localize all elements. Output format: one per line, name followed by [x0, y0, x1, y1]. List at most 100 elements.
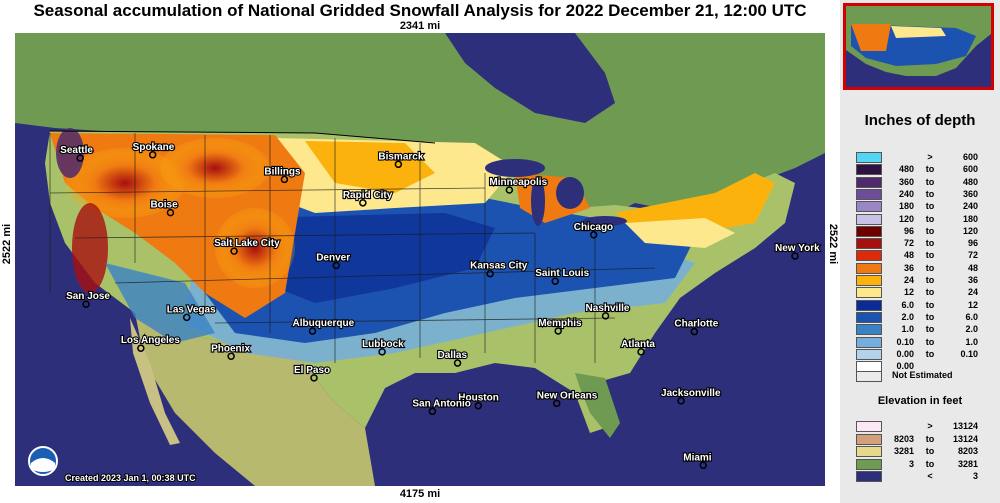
- elevation-swatch: [856, 471, 882, 482]
- legend-swatch: [856, 225, 882, 237]
- legend-row: 480 to 600: [856, 164, 986, 176]
- city-label: Chicago: [574, 222, 613, 233]
- legend-swatch: [856, 201, 882, 213]
- city-marker[interactable]: Albuquerque: [291, 317, 356, 335]
- legend-sep-label: to: [925, 250, 935, 261]
- elevation-hi-label: 8203: [957, 446, 978, 456]
- city-marker[interactable]: Billings: [263, 165, 302, 184]
- city-marker[interactable]: Kansas City: [469, 260, 529, 278]
- city-dot: [791, 252, 799, 260]
- city-label: Lubbock: [362, 339, 404, 350]
- city-marker[interactable]: Atlanta: [620, 338, 657, 356]
- elevation-sep-label: <: [927, 471, 933, 481]
- snowfall-map[interactable]: Seattle Spokane Boise Billings Bismarck Rapid…: [15, 33, 825, 486]
- city-marker[interactable]: Salt Lake City: [213, 237, 281, 255]
- city-label: Denver: [316, 252, 350, 263]
- city-marker[interactable]: Phoenix: [210, 342, 252, 361]
- not-estimated-key: Not Estimated: [856, 370, 996, 383]
- city-marker[interactable]: Houston: [457, 392, 500, 410]
- snow-orange-plains: [305, 141, 435, 193]
- city-label: Minneapolis: [489, 177, 547, 188]
- legend-sep-label: >: [927, 152, 933, 162]
- legend-row: 6.0 to 12: [856, 299, 986, 311]
- city-marker[interactable]: Spokane: [132, 141, 176, 159]
- city-marker[interactable]: Denver: [315, 251, 351, 270]
- city-marker[interactable]: Dallas: [436, 349, 469, 367]
- legend-row: 120 to 180: [856, 213, 986, 225]
- legend-row: 96 to 120: [856, 225, 986, 237]
- city-marker[interactable]: San Jose: [65, 290, 112, 308]
- city-marker[interactable]: New York: [774, 242, 821, 260]
- city-marker[interactable]: Lubbock: [361, 338, 405, 356]
- city-dot: [82, 300, 90, 308]
- legend-lo-label: 2.0: [901, 311, 914, 322]
- distance-label-right: 2522 mi: [827, 223, 839, 265]
- city-label: Salt Lake City: [214, 238, 280, 249]
- legend-swatch: [856, 311, 882, 323]
- legend-swatch: [856, 262, 882, 274]
- overview-inset-map[interactable]: [843, 3, 994, 90]
- legend-swatch: [856, 152, 882, 163]
- city-dot: [137, 344, 145, 352]
- city-marker[interactable]: Las Vegas: [166, 303, 217, 322]
- elevation-row: <3: [856, 471, 986, 482]
- legend-swatch: [856, 287, 882, 299]
- elevation-hi-label: 3281: [957, 458, 978, 469]
- city-dot: [552, 399, 561, 408]
- city-marker[interactable]: Miami: [682, 451, 713, 470]
- elevation-swatch: [856, 446, 882, 457]
- elevation-lo-label: 3281: [893, 446, 914, 456]
- legend-sep-label: to: [925, 299, 935, 310]
- city-marker[interactable]: El Paso: [293, 364, 331, 382]
- city-marker[interactable]: Rapid City: [342, 189, 394, 207]
- legend-lo-label: 36: [903, 262, 914, 273]
- city-dot: [227, 352, 235, 361]
- legend-hi-label: 48: [967, 262, 978, 273]
- city-label: Nashville: [586, 303, 630, 314]
- legend-row: 0.00 to 0.10: [856, 348, 986, 360]
- city-label: Bismarck: [378, 151, 423, 162]
- distance-label-left: 2522 mi: [1, 223, 13, 265]
- legend-row: 0.10 to 1.0: [856, 336, 986, 348]
- city-dot: [166, 208, 175, 217]
- legend-swatch: [856, 213, 882, 225]
- legend-hi-label: 240: [962, 201, 978, 212]
- city-label: Atlanta: [621, 339, 655, 350]
- city-marker[interactable]: Minneapolis: [488, 176, 549, 194]
- legend-lo-label: 72: [903, 238, 914, 249]
- legend-hi-label: 72: [967, 250, 978, 261]
- legend-swatch: [856, 275, 882, 286]
- city-marker[interactable]: Chicago: [573, 221, 614, 239]
- city-marker[interactable]: San Antonio: [411, 397, 472, 416]
- city-marker[interactable]: New Orleans: [536, 389, 599, 408]
- city-label: Memphis: [538, 318, 582, 329]
- baja-peninsula: [130, 318, 180, 445]
- legend-hi-label: 36: [967, 275, 978, 285]
- legend-sep-label: to: [925, 324, 935, 335]
- elevation-sep-label: to: [925, 433, 935, 444]
- map-title: Seasonal accumulation of National Gridde…: [33, 1, 807, 20]
- city-marker[interactable]: Boise: [149, 199, 179, 217]
- city-marker[interactable]: Seattle: [59, 144, 94, 162]
- noaa-logo: [28, 446, 58, 476]
- city-label: Houston: [458, 393, 499, 404]
- city-marker[interactable]: Charlotte: [673, 317, 720, 336]
- city-marker[interactable]: Los Angeles: [120, 334, 181, 352]
- snow-northeast-light: [625, 218, 735, 248]
- city-marker[interactable]: Saint Louis: [534, 267, 591, 285]
- inset-north-snow: [891, 26, 946, 38]
- city-dot: [486, 269, 494, 278]
- legend-sep-label: to: [925, 238, 935, 249]
- mexico-land: [135, 313, 375, 486]
- legend-hi-label: 96: [967, 238, 978, 249]
- legend-row: 24 to 36: [856, 275, 986, 286]
- city-marker[interactable]: Bismarck: [377, 150, 425, 169]
- city-marker[interactable]: Nashville: [584, 302, 631, 320]
- legend-sep-label: to: [925, 213, 935, 224]
- city-marker[interactable]: Jacksonville: [660, 387, 722, 405]
- legend-sep-label: to: [925, 176, 935, 187]
- city-marker[interactable]: Memphis: [537, 317, 583, 335]
- snow-cascades: [56, 128, 84, 178]
- elevation-lo-label: 3: [908, 458, 914, 469]
- snow-west-desert: [105, 263, 215, 343]
